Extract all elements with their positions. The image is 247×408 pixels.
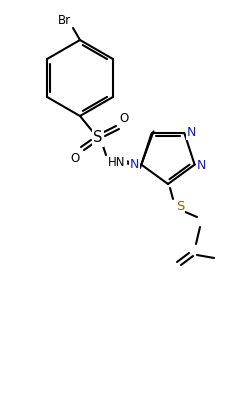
Text: HN: HN (108, 155, 126, 169)
Text: O: O (119, 111, 129, 124)
Text: N: N (197, 159, 206, 172)
Text: Br: Br (58, 13, 71, 27)
Text: N: N (130, 158, 139, 171)
Text: N: N (187, 126, 196, 139)
Text: O: O (70, 153, 80, 166)
Text: S: S (93, 131, 103, 146)
Text: S: S (176, 200, 184, 213)
